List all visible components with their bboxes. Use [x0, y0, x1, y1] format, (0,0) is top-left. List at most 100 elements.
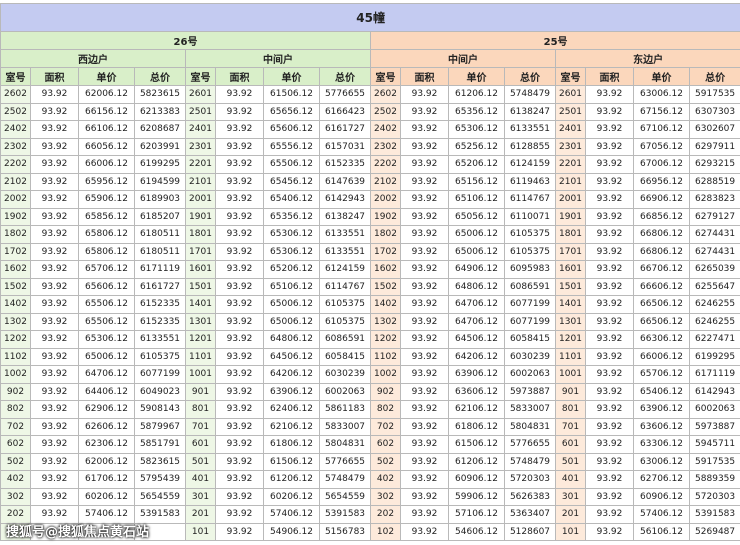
cell: 1602: [0, 260, 31, 279]
cell: 93.92: [585, 417, 634, 436]
cell: 6077199: [134, 365, 186, 384]
cell: 65306.12: [448, 120, 505, 139]
data-row: 1402 93.92 65506.12 6152335 1401 93.92 65006.1…: [0, 295, 740, 314]
cell: 93.92: [215, 435, 264, 454]
cell: 6189903: [134, 190, 186, 209]
cell: 67006.12: [633, 155, 690, 174]
cell: 63606.12: [633, 417, 690, 436]
cell: 93.92: [30, 330, 79, 349]
data-row: 2302 93.92 66056.12 6203991 2301 93.92 65556.1…: [0, 137, 740, 156]
cell: 5720303: [504, 470, 556, 489]
cell: 1401: [185, 295, 216, 314]
cell: 62006.12: [78, 452, 135, 471]
cell: 6030239: [504, 347, 556, 366]
cell: 401: [185, 470, 216, 489]
cell: 93.92: [400, 225, 449, 244]
cell: 6105375: [504, 225, 556, 244]
cell: 1101: [555, 347, 586, 366]
cell: 5804831: [504, 417, 556, 436]
column-header: 单价: [78, 67, 135, 86]
building-row: 26号 25号: [0, 31, 740, 50]
cell: 1401: [555, 295, 586, 314]
cell: 2402: [370, 120, 401, 139]
building-name: 26号: [0, 31, 371, 50]
cell: 701: [555, 417, 586, 436]
cell: 65656.12: [263, 102, 320, 121]
cell: 93.92: [585, 330, 634, 349]
data-row: 2502 93.92 66156.12 6213383 2501 93.92 65656.1…: [0, 102, 740, 121]
column-header: 总价: [319, 67, 371, 86]
data-row: 902 93.92 64406.12 6049023 901 93.92 63906.12 6…: [0, 382, 740, 401]
cell: 93.92: [400, 330, 449, 349]
cell: 2301: [185, 137, 216, 156]
cell: 93.92: [30, 260, 79, 279]
table-body: 45幢 26号 25号 西边户 中间户 中间户 东边户 室号 面积 单价 总价 室号 面积 单价 总价 室号…: [0, 3, 740, 541]
cell: 93.92: [215, 102, 264, 121]
cell: 5269487: [688, 522, 740, 541]
cell: 1802: [370, 225, 401, 244]
cell: 93.92: [215, 505, 264, 524]
cell: 201: [555, 505, 586, 524]
cell: 1502: [0, 277, 31, 296]
data-row: 302 93.92 60206.12 5654559 301 93.92 60206.12 5…: [0, 487, 740, 506]
cell: 6265039: [688, 260, 740, 279]
data-row: 2102 93.92 65956.12 6194599 2101 93.92 65456.1…: [0, 172, 740, 191]
cell: 1901: [185, 207, 216, 226]
cell: 65706.12: [633, 365, 690, 384]
cell: 65606.12: [263, 120, 320, 139]
cell: 65556.12: [263, 137, 320, 156]
data-row: 2602 93.92 62006.12 5823615 2601 93.92 61506.1…: [0, 85, 740, 104]
section-row: 西边户 中间户 中间户 东边户: [0, 49, 740, 68]
cell: 2201: [185, 155, 216, 174]
cell: 6124159: [504, 155, 556, 174]
cell: 6138247: [319, 207, 371, 226]
cell: 202: [0, 505, 31, 524]
cell: 63906.12: [633, 400, 690, 419]
cell: 2501: [555, 102, 586, 121]
cell: 65356.12: [448, 102, 505, 121]
title: 45幢: [0, 3, 740, 32]
cell: 5945711: [688, 435, 740, 454]
cell: 1301: [185, 312, 216, 331]
cell: 93.92: [215, 330, 264, 349]
cell: 2602: [370, 85, 401, 104]
cell: 2202: [0, 155, 31, 174]
cell: 93.92: [30, 487, 79, 506]
cell: 93.92: [585, 207, 634, 226]
cell: 93.92: [400, 312, 449, 331]
cell: 302: [0, 487, 31, 506]
cell: 93.92: [30, 120, 79, 139]
section-name: 西边户: [0, 49, 186, 68]
cell: 93.92: [215, 172, 264, 191]
cell: 93.92: [30, 295, 79, 314]
cell: 1302: [0, 312, 31, 331]
cell: 65506.12: [263, 155, 320, 174]
cell: 501: [185, 452, 216, 471]
data-row: 1702 93.92 65806.12 6180511 1701 93.92 65306.1…: [0, 242, 740, 261]
cell: 93.92: [30, 207, 79, 226]
cell: 65156.12: [448, 172, 505, 191]
data-row: 1602 93.92 65706.12 6171119 1601 93.92 65206.1…: [0, 260, 740, 279]
cell: 93.92: [585, 435, 634, 454]
cell: 60906.12: [448, 470, 505, 489]
column-header: 室号: [370, 67, 401, 86]
cell: 93.92: [30, 225, 79, 244]
cell: 93.92: [215, 400, 264, 419]
cell: 1501: [185, 277, 216, 296]
cell: 65956.12: [78, 172, 135, 191]
cell: 6142943: [319, 190, 371, 209]
cell: 65006.12: [78, 347, 135, 366]
cell: 66056.12: [78, 137, 135, 156]
price-table: 45幢 26号 25号 西边户 中间户 中间户 东边户 室号 面积 单价 总价 室号 面积 单价 总价 室号…: [0, 3, 740, 541]
cell: 62106.12: [448, 400, 505, 419]
cell: 93.92: [585, 295, 634, 314]
cell: 93.92: [585, 382, 634, 401]
cell: 2302: [0, 137, 31, 156]
cell: 65456.12: [263, 172, 320, 191]
cell: 5128607: [504, 522, 556, 541]
cell: 6180511: [134, 242, 186, 261]
cell: 6049023: [134, 382, 186, 401]
cell: 6208687: [134, 120, 186, 139]
cell: 6142943: [688, 382, 740, 401]
cell: 2401: [185, 120, 216, 139]
